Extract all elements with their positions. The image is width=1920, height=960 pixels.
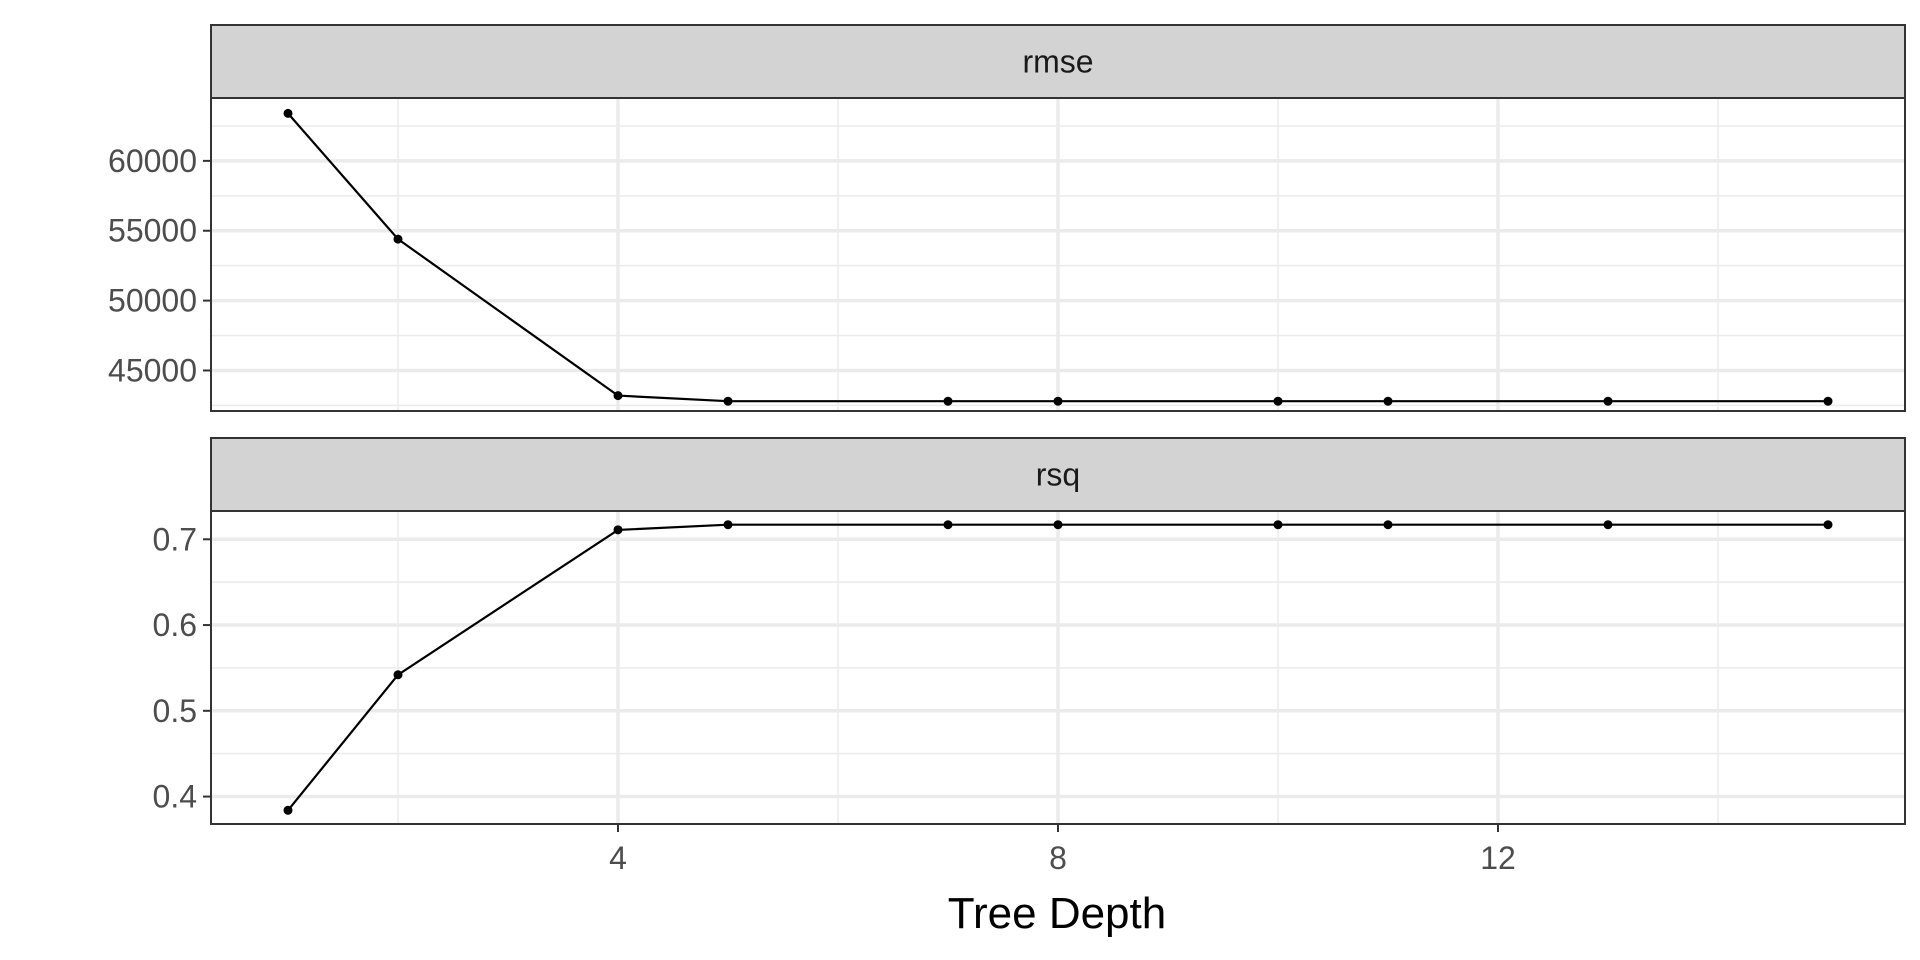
- data-point: [1273, 520, 1283, 530]
- y-tick-label: 0.4: [153, 779, 197, 815]
- data-point: [1603, 520, 1613, 530]
- data-point: [283, 805, 293, 815]
- panel-border: [210, 97, 1906, 412]
- data-point: [1383, 520, 1393, 530]
- data-point: [613, 525, 623, 535]
- data-point: [283, 108, 293, 118]
- data-point: [613, 391, 623, 401]
- y-tick-label: 45000: [108, 352, 197, 388]
- x-tick-label: 12: [1480, 840, 1516, 876]
- strip-background: [210, 437, 1906, 512]
- data-point: [723, 396, 733, 406]
- strip-label: rmse: [1022, 44, 1093, 80]
- panel-rmse: rmse 45000 50000 55000 60000: [108, 24, 1906, 412]
- series-line-rmse: [287, 112, 1828, 403]
- x-tick-label: 8: [1049, 840, 1067, 876]
- data-point: [1603, 396, 1613, 406]
- y-tick-label: 60000: [108, 143, 197, 179]
- x-axis-title: Tree Depth: [948, 889, 1166, 938]
- y-tick-label: 0.5: [153, 693, 197, 729]
- chart-panels: rmse 45000 50000 55000 60000 rsq 0.4 0.5 0.6 0.7: [108, 24, 1906, 825]
- data-point: [1823, 520, 1833, 530]
- y-tick-label: 0.6: [153, 607, 197, 643]
- panel-rsq: rsq 0.4 0.5 0.6 0.7: [153, 437, 1906, 825]
- data-point: [723, 520, 733, 530]
- y-tick-label: 55000: [108, 213, 197, 249]
- strip-label: rsq: [1036, 457, 1080, 493]
- data-point: [393, 670, 403, 680]
- data-point: [943, 520, 953, 530]
- data-point: [1273, 396, 1283, 406]
- data-point: [393, 234, 403, 244]
- data-point: [1053, 396, 1063, 406]
- data-point: [1383, 396, 1393, 406]
- data-point: [1823, 396, 1833, 406]
- x-tick-label: 4: [609, 840, 627, 876]
- y-tick-label: 50000: [108, 283, 197, 319]
- data-point: [943, 396, 953, 406]
- y-tick-label: 0.7: [153, 521, 197, 557]
- x-axis: 4 8 12: [609, 824, 1516, 876]
- data-point: [1053, 520, 1063, 530]
- series-line-rsq: [287, 523, 1828, 811]
- strip-background: [210, 24, 1906, 99]
